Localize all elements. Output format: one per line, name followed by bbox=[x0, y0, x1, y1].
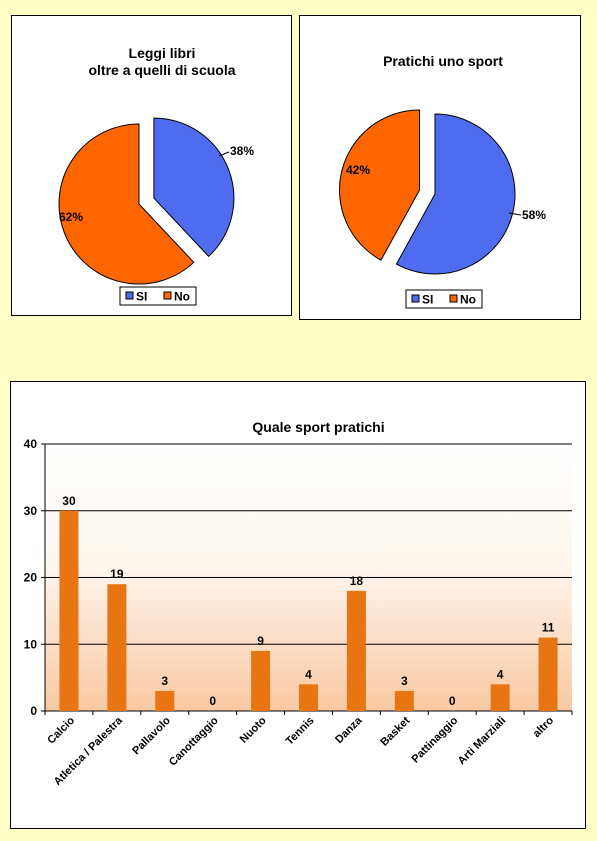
pie-chart-sport: Pratichi uno sport 58% 42% SI No bbox=[299, 15, 581, 320]
chart-title: Quale sport pratichi bbox=[252, 419, 384, 435]
y-tick-label: 40 bbox=[24, 437, 38, 451]
pie-title-line: Leggi libri bbox=[129, 45, 196, 61]
bar-chart-sports: Quale sport pratichi 0 10 20 30 40 30 Calcio 19 A… bbox=[10, 381, 586, 829]
y-tick-label: 30 bbox=[24, 504, 38, 518]
bar bbox=[490, 684, 510, 711]
y-tick-label: 10 bbox=[24, 637, 38, 651]
legend-box bbox=[405, 289, 483, 309]
pie-slice-no bbox=[339, 109, 421, 261]
x-category-label: Basket bbox=[378, 714, 412, 748]
x-category-label: Canottaggio bbox=[167, 714, 221, 768]
pie-title-line: oltre a quelli di scuola bbox=[88, 62, 235, 78]
bar-data-label: 3 bbox=[161, 674, 168, 688]
pie-leader-line bbox=[508, 212, 522, 216]
x-category-label: Pattinaggio bbox=[410, 714, 461, 765]
bar bbox=[155, 690, 175, 711]
bar-data-label: 30 bbox=[62, 494, 76, 508]
pie-slice-si bbox=[153, 117, 235, 258]
bar bbox=[251, 650, 271, 711]
bar-data-label: 4 bbox=[305, 667, 312, 681]
x-category-label: Tennis bbox=[284, 715, 317, 748]
legend-box bbox=[119, 286, 197, 306]
x-category-label: Pallavolo bbox=[130, 714, 173, 757]
bar bbox=[538, 637, 558, 711]
legend-label: SI bbox=[136, 290, 147, 304]
y-tick-label: 0 bbox=[30, 704, 37, 718]
bar bbox=[299, 684, 318, 711]
pie-leader-line bbox=[218, 151, 230, 157]
x-category-label: Danza bbox=[333, 714, 365, 746]
bar-data-label: 19 bbox=[110, 567, 124, 581]
x-category-label: Calcio bbox=[45, 714, 77, 746]
bar bbox=[107, 584, 127, 711]
x-category-label: Nuoto bbox=[238, 714, 269, 745]
pie-slice-label: 42% bbox=[346, 163, 370, 177]
legend-swatch-no bbox=[449, 294, 458, 303]
pie-title-line: Pratichi uno sport bbox=[383, 53, 503, 69]
bar-data-label: 4 bbox=[497, 667, 504, 681]
pie-chart-books: Leggi libri oltre a quelli di scuola 38% 62… bbox=[11, 15, 292, 316]
pie-slice-no bbox=[58, 123, 195, 285]
x-category-label: Arti Marziali bbox=[456, 715, 509, 768]
legend-swatch-no bbox=[163, 291, 172, 300]
bar-data-label: 18 bbox=[350, 574, 364, 588]
pie2-svg: Pratichi uno sport 58% 42% SI No bbox=[339, 53, 546, 309]
bar-data-label: 0 bbox=[449, 694, 456, 708]
pie-slice-label: 58% bbox=[522, 208, 546, 222]
pie-slice-label: 38% bbox=[230, 144, 254, 158]
legend-label: SI bbox=[422, 293, 433, 307]
bar bbox=[346, 590, 366, 711]
bar bbox=[59, 510, 79, 711]
legend-label: No bbox=[460, 293, 476, 307]
y-tick-label: 20 bbox=[24, 571, 38, 585]
x-category-label: altro bbox=[531, 714, 557, 740]
legend-swatch-si bbox=[125, 291, 134, 300]
pie-slice-label: 62% bbox=[59, 210, 83, 224]
legend-label: No bbox=[174, 290, 190, 304]
bar-data-label: 3 bbox=[401, 674, 408, 688]
legend-swatch-si bbox=[411, 294, 420, 303]
bar-data-label: 11 bbox=[542, 621, 555, 635]
bar-svg: Quale sport pratichi01020304030Calcio19A… bbox=[24, 419, 573, 788]
bar-data-label: 0 bbox=[209, 694, 216, 708]
bar bbox=[394, 690, 414, 711]
bar-data-label: 9 bbox=[257, 634, 264, 648]
